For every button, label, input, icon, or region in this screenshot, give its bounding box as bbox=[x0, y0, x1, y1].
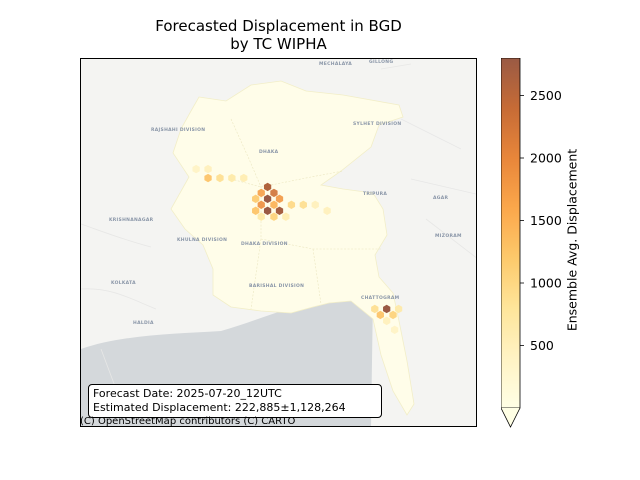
displacement-hex bbox=[270, 188, 278, 198]
displacement-hex bbox=[275, 206, 284, 215]
colorbar-tick-label: 2500 bbox=[530, 88, 562, 103]
displacement-hex bbox=[257, 188, 265, 198]
displacement-hex bbox=[228, 173, 236, 183]
forecast-info-box: Forecast Date: 2025-07-20_12UTC Estimate… bbox=[88, 384, 382, 418]
colorbar-tick-label: 1500 bbox=[530, 213, 562, 228]
map-canvas: MECHALAYA GILLONG RAJSHAHI DIVISION DHAKA SY… bbox=[81, 59, 476, 426]
colorbar-extend-arrow bbox=[501, 407, 521, 428]
colorbar-gradient bbox=[501, 58, 521, 409]
colorbar-label: Ensemble Avg. Displacement bbox=[564, 148, 580, 332]
displacement-hex bbox=[371, 304, 379, 314]
displacement-hex bbox=[390, 325, 399, 334]
displacement-hex bbox=[383, 304, 391, 314]
displacement-hex bbox=[299, 200, 307, 210]
map-place-label: KRISHNANAGAR bbox=[109, 217, 154, 223]
colorbar-tick-label: 2000 bbox=[530, 151, 562, 166]
estimated-displacement: Estimated Displacement: 222,885±1,128,26… bbox=[93, 401, 346, 414]
map-view[interactable]: MECHALAYA GILLONG RAJSHAHI DIVISION DHAKA SY… bbox=[80, 58, 477, 427]
map-place-label: DHAKA DIVISION bbox=[241, 241, 288, 247]
displacement-hex bbox=[287, 200, 296, 210]
map-place-label: DHAKA bbox=[259, 149, 279, 155]
displacement-hex bbox=[282, 212, 290, 221]
displacement-hex bbox=[311, 200, 319, 210]
forecast-date: Forecast Date: 2025-07-20_12UTC bbox=[93, 387, 282, 400]
displacement-hex bbox=[389, 310, 397, 320]
displacement-hex bbox=[376, 310, 384, 320]
displacement-hex bbox=[270, 212, 278, 221]
division-boundaries bbox=[230, 118, 381, 310]
map-place-label: GILLONG bbox=[369, 59, 393, 65]
map-place-label: CHATTOGRAM bbox=[361, 295, 400, 301]
map-place-label: TRIPURA bbox=[363, 191, 387, 197]
map-place-label: RAJSHAHI DIVISION bbox=[151, 127, 205, 133]
displacement-hex bbox=[270, 200, 278, 210]
map-labels: MECHALAYA GILLONG RAJSHAHI DIVISION DHAKA SY… bbox=[109, 59, 462, 326]
bangladesh-land bbox=[170, 80, 415, 416]
displacement-hex bbox=[192, 164, 200, 174]
displacement-hex bbox=[323, 206, 331, 215]
displacement-hex bbox=[263, 206, 272, 215]
displacement-hex bbox=[275, 194, 284, 204]
map-place-label: HALDIA bbox=[133, 320, 154, 326]
map-place-label: SYLHET DIVISION bbox=[353, 121, 401, 127]
displacement-hexes bbox=[192, 164, 403, 334]
displacement-hex bbox=[204, 173, 212, 183]
displacement-hex bbox=[394, 304, 403, 314]
map-place-label: KOLKATA bbox=[111, 280, 136, 286]
map-place-label: KHULNA DIVISION bbox=[177, 237, 227, 243]
colorbar-tick-label: 1000 bbox=[530, 276, 562, 291]
map-subtitle: by TC WIPHA bbox=[230, 35, 327, 53]
displacement-hex bbox=[216, 173, 224, 183]
displacement-hex bbox=[257, 200, 265, 210]
map-attribution: (C) OpenStreetMap contributors (C) CARTO bbox=[80, 416, 296, 427]
displacement-hex bbox=[263, 194, 272, 204]
map-place-label: MECHALAYA bbox=[319, 61, 352, 67]
map-place-label: BARISHAL DIVISION bbox=[249, 283, 304, 289]
displacement-hex bbox=[204, 164, 212, 174]
displacement-hex bbox=[252, 206, 260, 215]
map-title: Forecasted Displacement in BGD bbox=[155, 17, 402, 35]
map-place-label: MIZORAM bbox=[435, 233, 462, 239]
colorbar-tick-label: 500 bbox=[530, 338, 554, 353]
displacement-hex bbox=[263, 182, 272, 192]
displacement-hex bbox=[252, 194, 260, 204]
displacement-hex bbox=[383, 316, 391, 326]
neighbor-roads bbox=[81, 63, 476, 390]
displacement-hex bbox=[240, 173, 248, 183]
map-place-label: AGAR bbox=[433, 195, 449, 201]
colorbar: 500 1000 1500 2000 2500 bbox=[501, 58, 562, 428]
displacement-hex bbox=[257, 212, 265, 221]
